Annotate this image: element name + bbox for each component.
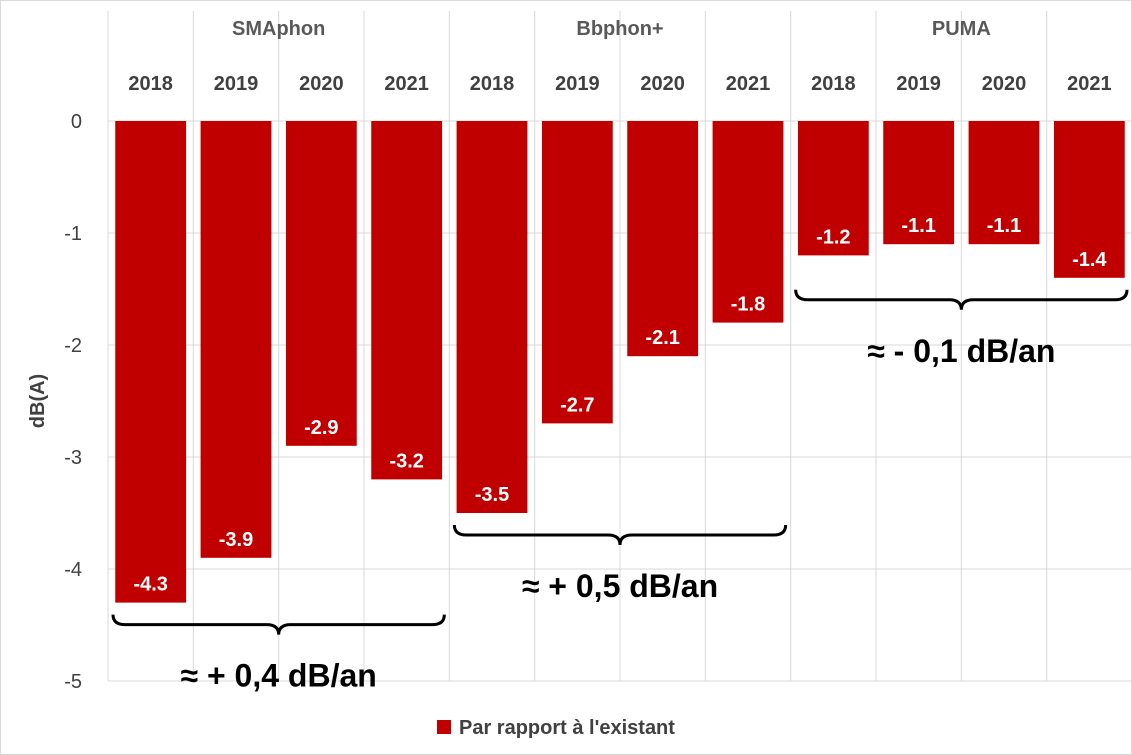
bar-value-label: -1.2 <box>816 226 850 248</box>
bar <box>200 121 272 558</box>
bar-value-label: -1.8 <box>731 294 765 316</box>
bar <box>968 121 1040 245</box>
y-tick-label: -5 <box>64 671 82 693</box>
y-tick-label: -1 <box>64 223 82 245</box>
bar <box>1053 121 1125 278</box>
bar-value-label: -1.4 <box>1072 249 1107 271</box>
x-tick-label: 2021 <box>726 73 771 95</box>
x-tick-label: 2020 <box>640 73 685 95</box>
x-tick-label: 2018 <box>128 73 173 95</box>
bar-value-label: -2.7 <box>560 394 594 416</box>
bar <box>456 121 528 513</box>
y-tick-label: -4 <box>64 559 82 581</box>
y-tick-label: -3 <box>64 447 82 469</box>
trend-brace <box>111 614 446 635</box>
legend-swatch <box>437 720 451 734</box>
bar <box>883 121 955 245</box>
group-title: SMAphon <box>232 18 325 40</box>
trend-annotation: ≈ - 0,1 dB/an <box>867 333 1055 369</box>
y-tick-label: -2 <box>64 335 82 357</box>
bar <box>285 121 357 446</box>
trend-brace <box>794 289 1129 310</box>
x-tick-label: 2018 <box>811 73 856 95</box>
bar-value-label: -3.2 <box>389 450 423 472</box>
x-tick-label: 2020 <box>982 73 1027 95</box>
bar-value-label: -1.1 <box>987 215 1021 237</box>
bar <box>712 121 784 323</box>
x-tick-label: 2018 <box>470 73 515 95</box>
bar-value-label: -4.3 <box>133 574 167 596</box>
bar-value-label: -3.9 <box>219 529 253 551</box>
group-title: PUMA <box>932 18 991 40</box>
x-tick-label: 2020 <box>299 73 344 95</box>
y-tick-label: 0 <box>71 111 82 133</box>
trend-annotation: ≈ + 0,4 dB/an <box>181 658 377 694</box>
bar <box>541 121 613 424</box>
bar <box>371 121 443 480</box>
x-tick-label: 2021 <box>384 73 429 95</box>
trend-annotation: ≈ + 0,5 dB/an <box>522 568 718 604</box>
x-tick-label: 2021 <box>1067 73 1112 95</box>
y-axis-title: dB(A) <box>27 374 49 428</box>
bar-value-label: -1.1 <box>901 215 935 237</box>
bar <box>627 121 699 357</box>
x-tick-label: 2019 <box>896 73 941 95</box>
legend-label: Par rapport à l'existant <box>459 717 675 739</box>
trend-brace <box>452 524 788 546</box>
bar <box>115 121 187 603</box>
group-title: Bbphon+ <box>576 18 663 40</box>
bar-value-label: -3.5 <box>475 484 509 506</box>
bar-value-label: -2.9 <box>304 417 338 439</box>
bar-value-label: -2.1 <box>645 327 679 349</box>
x-tick-label: 2019 <box>214 73 259 95</box>
x-tick-label: 2019 <box>555 73 600 95</box>
bar <box>797 121 869 256</box>
